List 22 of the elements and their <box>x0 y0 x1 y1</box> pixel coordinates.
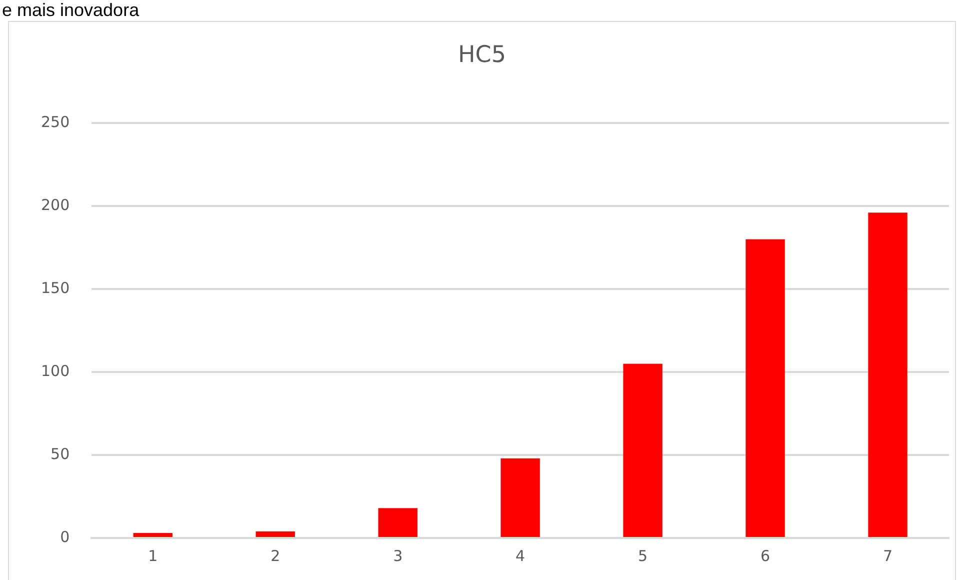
text: e mais inovadora <box>2 0 140 20</box>
bar <box>623 364 662 537</box>
x-tick-label: 1 <box>148 546 158 565</box>
chart-title: HC5 <box>457 42 507 68</box>
bar <box>256 531 295 537</box>
y-tick-label: 150 <box>40 278 70 297</box>
y-tick-label: 250 <box>40 112 70 131</box>
x-tick-label: 4 <box>516 546 526 565</box>
bar <box>868 212 908 537</box>
x-tick-label: 7 <box>882 546 893 565</box>
x-tick-label: 3 <box>393 546 403 565</box>
y-tick-label: 200 <box>40 196 70 214</box>
bar <box>378 508 418 537</box>
bar <box>500 458 540 537</box>
y-tick-label: 0 <box>60 528 70 546</box>
x-tick-label: 6 <box>760 546 770 565</box>
y-tick-label: 50 <box>50 444 70 463</box>
y-tick-label: 100 <box>40 362 70 380</box>
bar <box>133 533 172 537</box>
x-tick-label: 2 <box>270 546 280 565</box>
x-tick-label: 5 <box>638 546 648 565</box>
bar <box>746 239 785 537</box>
